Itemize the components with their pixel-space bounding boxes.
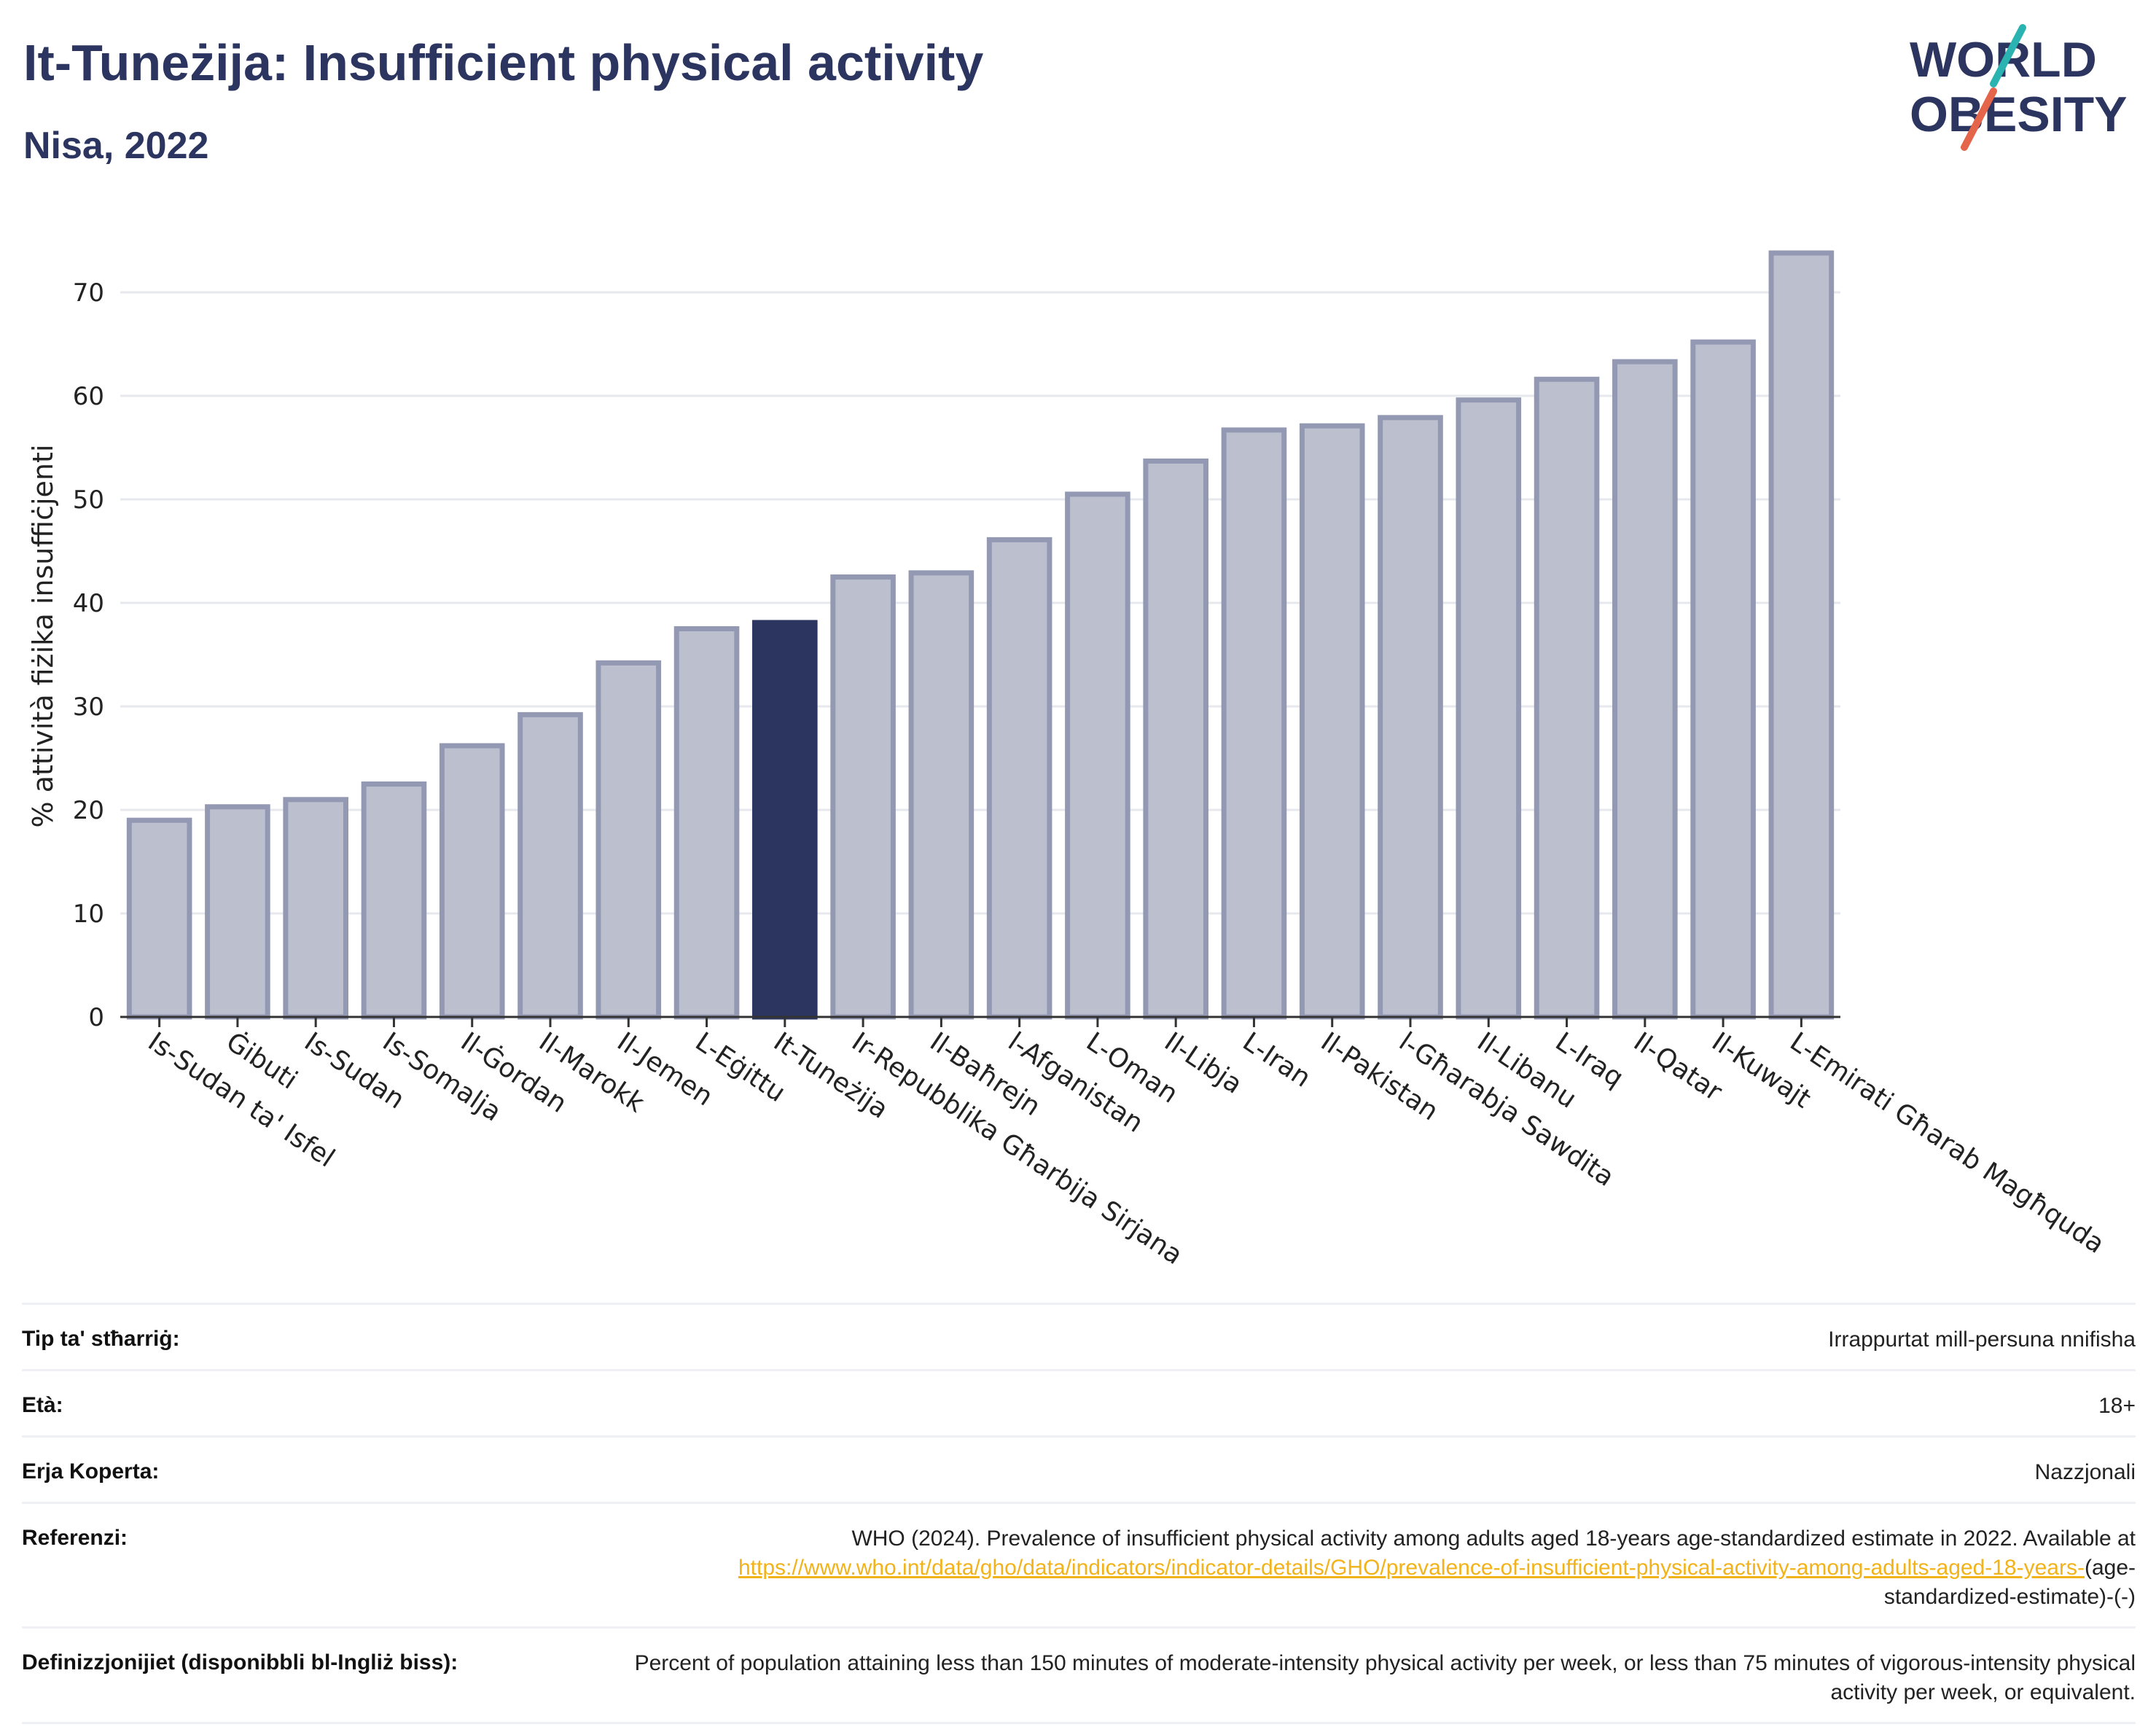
bar xyxy=(595,660,662,1020)
bar xyxy=(1690,339,1756,1020)
bar xyxy=(1299,423,1365,1020)
info-row-age: Età: 18+ xyxy=(22,1369,2136,1435)
bar-highlight xyxy=(752,620,818,1020)
world-obesity-logo: WORLD OBESITY xyxy=(1910,24,2128,151)
info-value: Irrappurtat mill-persuna nnifisha xyxy=(1828,1327,2136,1352)
y-tick-label: 20 xyxy=(73,796,104,825)
bar xyxy=(673,626,740,1020)
bar xyxy=(986,537,1052,1020)
y-tick-label: 30 xyxy=(73,693,104,722)
bar xyxy=(439,743,505,1020)
info-value: WHO (2024). Prevalence of insufficient p… xyxy=(620,1504,2136,1626)
info-table: Tip ta' stħarriġ: Irrappurtat mill-persu… xyxy=(22,1303,2136,1724)
bar xyxy=(1534,376,1600,1020)
reference-text: WHO (2024). Prevalence of insufficient p… xyxy=(851,1527,2136,1551)
logo-teal-slash xyxy=(1990,24,2026,87)
reference-suffix: (age-standardized-estimate)-(-) xyxy=(1883,1556,2136,1609)
y-tick-label: 10 xyxy=(73,900,104,929)
info-label: Definizzjonijiet (disponibbli bl-Ingliż … xyxy=(22,1650,458,1674)
x-tick-label: Il-Qatar xyxy=(1628,1026,1727,1107)
bar xyxy=(908,570,975,1020)
bar xyxy=(126,817,192,1020)
info-value: Percent of population attaining less tha… xyxy=(634,1651,2136,1704)
bar xyxy=(1143,458,1208,1020)
bar xyxy=(1065,491,1130,1020)
x-tick-label: L-Iran xyxy=(1237,1026,1316,1093)
bar xyxy=(1456,397,1522,1020)
chart-subtitle: Nisa, 2022 xyxy=(23,125,209,167)
bar-chart: 0 10 20 30 40 50 60 70 % attività fiżika insuffi… xyxy=(27,250,2109,1271)
bar xyxy=(283,797,348,1020)
info-label: Tip ta' stħarriġ: xyxy=(22,1327,180,1351)
bar xyxy=(1378,415,1443,1020)
info-row-definitions: Definizzjonijiet (disponibbli bl-Ingliż … xyxy=(22,1626,2136,1724)
info-label: Erja Koperta: xyxy=(22,1459,160,1483)
x-tick-label: L-Emirati Għarab Magħquda xyxy=(1784,1026,2109,1259)
info-label: Referenzi: xyxy=(22,1526,128,1550)
info-value: 18+ xyxy=(2098,1394,2136,1418)
y-tick-label: 70 xyxy=(73,278,104,308)
y-tick-label: 50 xyxy=(73,486,104,515)
bar xyxy=(1221,427,1287,1020)
bar xyxy=(517,711,583,1020)
y-axis-label: % attività fiżika insuffiċjenti xyxy=(27,445,59,828)
bar xyxy=(830,574,896,1020)
info-label: Età: xyxy=(22,1393,63,1417)
info-value: Nazzjonali xyxy=(2034,1460,2136,1484)
chart-title: It-Tuneżija: Insufficient physical activ… xyxy=(23,34,984,91)
info-row-area: Erja Koperta: Nazzjonali xyxy=(22,1435,2136,1502)
bar xyxy=(361,781,427,1020)
y-tick-label: 0 xyxy=(88,1003,104,1032)
y-tick-label: 40 xyxy=(73,589,104,618)
reference-link[interactable]: https://www.who.int/data/gho/data/indica… xyxy=(738,1556,2085,1580)
bar xyxy=(1768,250,1835,1020)
info-row-survey-type: Tip ta' stħarriġ: Irrappurtat mill-persu… xyxy=(22,1303,2136,1369)
y-tick-label: 60 xyxy=(73,382,104,411)
logo-red-slash xyxy=(1961,87,1997,151)
info-row-references: Referenzi: WHO (2024). Prevalence of ins… xyxy=(22,1502,2136,1626)
bar xyxy=(205,804,270,1020)
bar xyxy=(1612,359,1678,1020)
logo-line-2: OBESITY xyxy=(1910,87,2128,142)
